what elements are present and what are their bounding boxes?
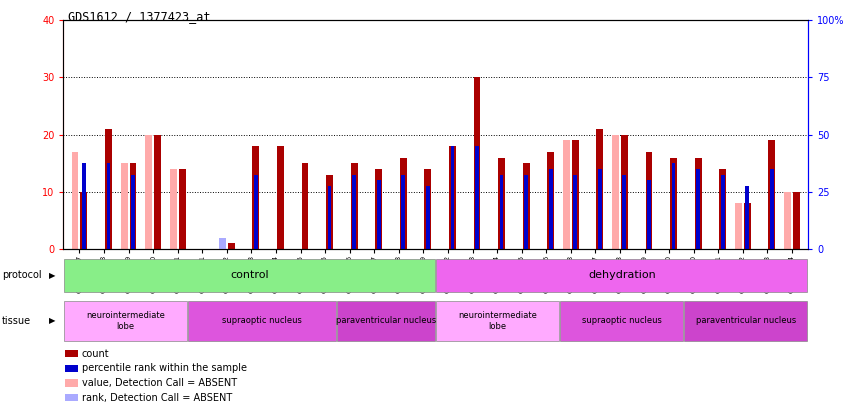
Bar	[563, 141, 570, 249]
Bar	[327, 186, 332, 249]
Bar	[426, 186, 430, 249]
Bar	[793, 192, 799, 249]
Text: control: control	[230, 271, 269, 280]
Bar	[129, 163, 136, 249]
Bar	[65, 365, 78, 372]
Bar	[523, 163, 530, 249]
Bar	[560, 301, 684, 341]
Bar	[352, 175, 356, 249]
Bar	[645, 152, 652, 249]
Bar	[301, 163, 309, 249]
Text: value, Detection Call = ABSENT: value, Detection Call = ABSENT	[82, 378, 237, 388]
Bar	[500, 175, 503, 249]
Bar	[64, 259, 435, 292]
Bar	[82, 163, 85, 249]
Text: rank, Detection Call = ABSENT: rank, Detection Call = ABSENT	[82, 393, 232, 403]
Bar	[179, 169, 185, 249]
Text: GDS1612 / 1377423_at: GDS1612 / 1377423_at	[68, 10, 210, 23]
Text: paraventricular nucleus: paraventricular nucleus	[336, 316, 437, 326]
Text: count: count	[82, 349, 109, 358]
Bar	[437, 259, 807, 292]
Bar	[277, 146, 284, 249]
Bar	[596, 129, 603, 249]
Bar	[451, 146, 454, 249]
Text: dehydration: dehydration	[588, 271, 656, 280]
Bar	[146, 134, 152, 249]
Text: paraventricular nucleus: paraventricular nucleus	[695, 316, 796, 326]
Bar	[549, 169, 552, 249]
Text: ▶: ▶	[49, 316, 56, 326]
Bar	[425, 169, 431, 249]
Bar	[745, 186, 750, 249]
Text: supraoptic nucleus: supraoptic nucleus	[582, 316, 662, 326]
Bar	[684, 301, 807, 341]
Bar	[449, 146, 456, 249]
Bar	[598, 169, 602, 249]
Bar	[105, 129, 112, 249]
Bar	[719, 169, 726, 249]
Bar	[131, 175, 135, 249]
Bar	[768, 141, 775, 249]
Bar	[401, 175, 405, 249]
Text: supraoptic nucleus: supraoptic nucleus	[222, 316, 302, 326]
Bar	[337, 301, 435, 341]
Bar	[474, 77, 481, 249]
Bar	[525, 175, 528, 249]
Bar	[647, 181, 651, 249]
Bar	[376, 169, 382, 249]
Bar	[72, 152, 79, 249]
Bar	[475, 146, 479, 249]
Bar	[621, 134, 628, 249]
Bar	[64, 301, 187, 341]
Bar	[623, 175, 626, 249]
Bar	[376, 181, 381, 249]
Bar	[65, 394, 78, 401]
Bar	[574, 175, 577, 249]
Bar	[326, 175, 333, 249]
Text: protocol: protocol	[2, 271, 41, 280]
Bar	[672, 163, 675, 249]
Bar	[784, 192, 791, 249]
Text: neurointermediate
lobe: neurointermediate lobe	[86, 311, 165, 330]
Bar	[695, 158, 701, 249]
Bar	[154, 134, 161, 249]
Bar	[107, 163, 110, 249]
Bar	[735, 203, 742, 249]
Text: percentile rank within the sample: percentile rank within the sample	[82, 363, 247, 373]
Bar	[170, 169, 177, 249]
Bar	[613, 134, 619, 249]
Bar	[721, 175, 724, 249]
Bar	[65, 379, 78, 386]
Bar	[188, 301, 336, 341]
Bar	[670, 158, 677, 249]
Bar	[254, 175, 258, 249]
Bar	[228, 243, 234, 249]
Bar	[351, 163, 358, 249]
Bar	[437, 301, 559, 341]
Text: tissue: tissue	[2, 316, 30, 326]
Text: ▶: ▶	[49, 271, 56, 280]
Bar	[65, 350, 78, 357]
Bar	[252, 146, 259, 249]
Bar	[219, 238, 226, 249]
Bar	[696, 169, 700, 249]
Bar	[400, 158, 407, 249]
Bar	[121, 163, 128, 249]
Bar	[744, 203, 750, 249]
Text: neurointermediate
lobe: neurointermediate lobe	[459, 311, 537, 330]
Bar	[498, 158, 505, 249]
Bar	[770, 169, 774, 249]
Bar	[547, 152, 554, 249]
Bar	[572, 141, 579, 249]
Bar	[80, 192, 87, 249]
